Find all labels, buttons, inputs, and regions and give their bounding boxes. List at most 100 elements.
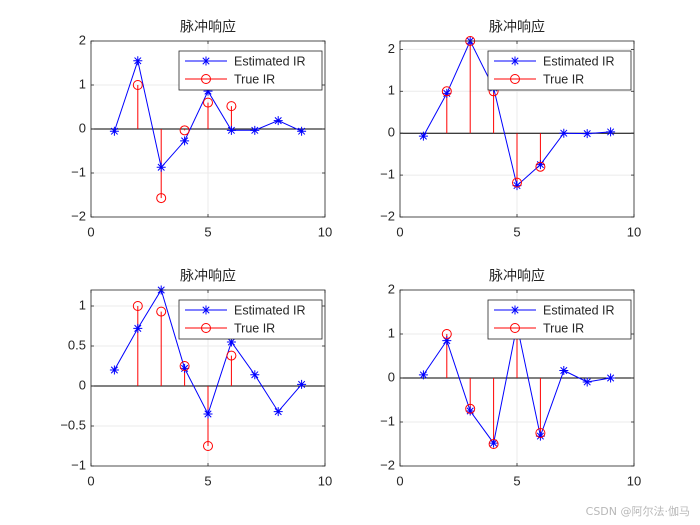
estimated-ir-marker xyxy=(133,56,143,66)
estimated-ir-marker xyxy=(606,127,616,137)
x-tick-label: 0 xyxy=(396,224,403,239)
legend-label-true: True IR xyxy=(543,72,584,86)
estimated-ir-marker xyxy=(180,363,190,373)
true-ir-marker xyxy=(179,125,190,136)
subplot-3: 0 5 10 −1 −0.5 0 0.5 1 脉冲响应 Estimated IR True IR xyxy=(60,268,332,489)
y-tick-label: 2 xyxy=(79,32,86,47)
legend: Estimated IR True IR xyxy=(178,50,323,91)
estimated-ir-marker xyxy=(180,136,190,146)
legend-box xyxy=(178,299,323,340)
subplot-title: 脉冲响应 xyxy=(180,268,236,284)
legend-marker-true xyxy=(201,74,211,84)
y-tick-label: 2 xyxy=(388,281,395,296)
estimated-ir-marker xyxy=(559,128,569,138)
y-tick-label: 1 xyxy=(388,83,395,98)
estimated-ir-marker xyxy=(535,431,545,441)
estimated-ir-marker xyxy=(273,407,283,417)
legend: Estimated IR True IR xyxy=(487,299,632,340)
legend-label-estimated: Estimated IR xyxy=(234,303,306,317)
y-tick-label: 0 xyxy=(388,125,395,140)
x-tick-label: 10 xyxy=(627,224,641,239)
legend-marker-estimated xyxy=(510,305,520,315)
estimated-ir-marker xyxy=(559,366,569,376)
estimated-ir-marker xyxy=(226,337,236,347)
estimated-ir-marker xyxy=(418,370,428,380)
x-tick-label: 10 xyxy=(318,473,332,488)
x-tick-label: 5 xyxy=(513,473,520,488)
x-tick-label: 5 xyxy=(204,473,211,488)
x-tick-label: 10 xyxy=(318,224,332,239)
y-tick-label: −0.5 xyxy=(60,417,86,432)
estimated-ir-marker xyxy=(418,131,428,141)
estimated-ir-marker xyxy=(442,336,452,346)
legend-marker-true xyxy=(201,323,211,333)
true-ir-marker xyxy=(226,350,237,361)
true-ir-marker xyxy=(132,80,143,90)
true-ir-marker xyxy=(156,306,167,317)
y-tick-label: 0 xyxy=(79,377,86,392)
estimated-ir-marker xyxy=(109,126,119,136)
y-tick-label: 1 xyxy=(79,76,86,91)
estimated-ir-marker xyxy=(297,379,307,389)
true-ir-marker xyxy=(488,439,499,449)
true-ir-marker xyxy=(535,161,546,172)
y-tick-label: 2 xyxy=(388,41,395,56)
legend-marker-estimated xyxy=(510,56,520,66)
estimated-ir-marker xyxy=(250,125,260,135)
true-ir-marker xyxy=(203,441,213,451)
estimated-ir-marker xyxy=(535,160,545,170)
legend-marker-estimated xyxy=(201,305,211,315)
estimated-ir-marker xyxy=(203,86,213,96)
true-ir-marker xyxy=(179,361,190,371)
true-ir-marker xyxy=(535,428,546,438)
y-tick-label: −1 xyxy=(380,167,395,182)
legend-box xyxy=(487,50,632,91)
y-tick-label: 0.5 xyxy=(68,337,86,352)
legend-label-estimated: Estimated IR xyxy=(234,54,306,68)
y-tick-label: −2 xyxy=(380,208,395,223)
legend-label-estimated: Estimated IR xyxy=(543,303,615,317)
legend-label-estimated: Estimated IR xyxy=(543,54,615,68)
y-tick-label: −2 xyxy=(380,457,395,472)
estimated-ir-marker xyxy=(203,409,213,419)
estimated-ir-marker xyxy=(606,373,616,383)
x-tick-label: 0 xyxy=(396,473,403,488)
legend: Estimated IR True IR xyxy=(487,50,632,91)
estimated-ir-marker xyxy=(133,323,143,333)
legend-marker-estimated xyxy=(201,56,211,66)
y-tick-label: 1 xyxy=(79,297,86,312)
estimated-ir-marker xyxy=(297,126,307,136)
estimated-ir-marker xyxy=(442,88,452,98)
legend: Estimated IR True IR xyxy=(178,299,323,340)
y-tick-label: −1 xyxy=(71,457,86,472)
legend-label-true: True IR xyxy=(234,321,275,335)
legend-box xyxy=(487,299,632,340)
legend-box xyxy=(178,50,323,91)
estimated-ir-marker xyxy=(582,377,592,387)
watermark-text: CSDN @阿尔法·伽马 xyxy=(585,505,690,518)
y-tick-label: 1 xyxy=(388,325,395,340)
x-tick-label: 5 xyxy=(204,224,211,239)
subplot-1: 0 5 10 −2 −1 0 1 2 脉冲响应 Estimated IR True IR xyxy=(71,19,332,240)
estimated-ir-marker xyxy=(512,181,522,191)
estimated-ir-marker xyxy=(489,438,499,448)
true-ir-marker xyxy=(512,177,522,188)
subplot-title: 脉冲响应 xyxy=(489,268,545,284)
x-tick-label: 0 xyxy=(87,473,94,488)
subplot-2: 0 5 10 −2 −1 0 1 2 脉冲响应 Estimated IR True IR xyxy=(380,19,641,240)
true-ir-marker xyxy=(156,193,167,204)
x-tick-label: 10 xyxy=(627,473,641,488)
y-tick-label: −2 xyxy=(71,208,86,223)
y-tick-label: 0 xyxy=(388,369,395,384)
subplot-4: 0 5 10 −2 −1 0 1 2 脉冲响应 Estimated IR True IR xyxy=(380,268,641,489)
y-tick-label: −1 xyxy=(380,413,395,428)
estimated-ir-marker xyxy=(582,129,592,139)
x-tick-label: 0 xyxy=(87,224,94,239)
estimated-ir-marker xyxy=(465,406,475,416)
legend-label-true: True IR xyxy=(234,72,275,86)
y-tick-label: 0 xyxy=(79,120,86,135)
legend-marker-true xyxy=(510,323,520,333)
x-tick-label: 5 xyxy=(513,224,520,239)
true-ir-marker xyxy=(441,329,452,339)
